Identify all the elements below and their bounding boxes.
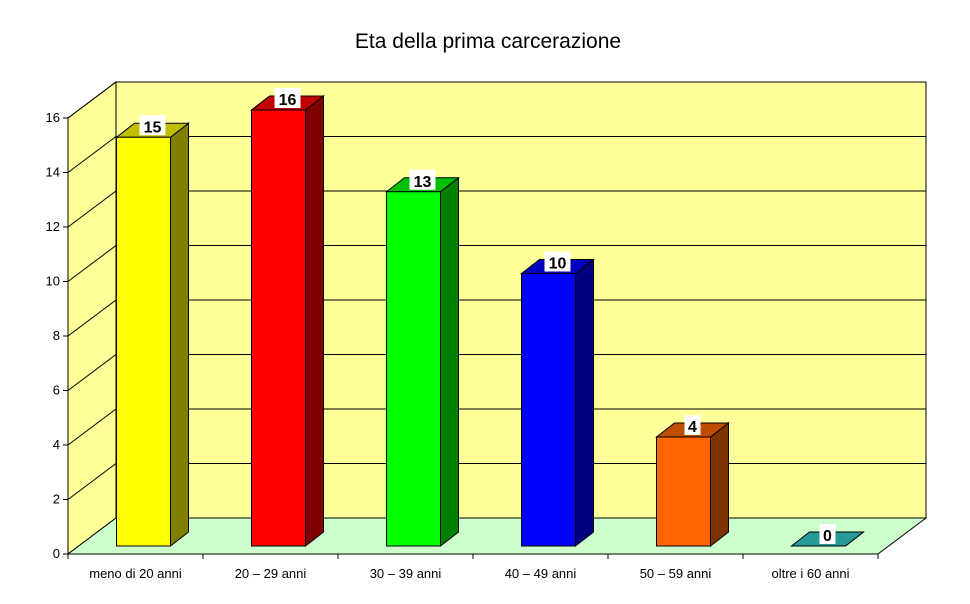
- x-tick-label: oltre i 60 anni: [771, 566, 849, 581]
- data-label: 16: [279, 92, 297, 109]
- floor: [66, 517, 928, 555]
- chart-title: Eta della prima carcerazione: [355, 30, 621, 53]
- x-tick-label: 40 – 49 anni: [505, 566, 577, 581]
- bar-side: [305, 94, 324, 548]
- x-tick-label: 30 – 39 anni: [370, 566, 442, 581]
- y-tick-label: 0: [53, 546, 60, 561]
- data-label-bg: [409, 169, 436, 190]
- data-label: 13: [414, 174, 432, 191]
- bar-side: [440, 176, 459, 548]
- data-label-bg: [139, 115, 166, 136]
- bar: [251, 109, 306, 547]
- y-tick-label: 12: [46, 219, 60, 234]
- bar-side: [710, 421, 729, 548]
- data-label-bg: [274, 88, 301, 108]
- y-tick-label: 14: [46, 165, 60, 180]
- y-tick-label: 10: [46, 274, 60, 289]
- data-label-bg: [819, 524, 836, 544]
- data-label-bg: [544, 251, 571, 272]
- y-tick-label: 4: [53, 437, 60, 452]
- bar: [656, 436, 711, 547]
- data-label: 4: [688, 419, 697, 436]
- bar: [521, 273, 576, 547]
- bar-side: [575, 258, 594, 548]
- y-tick-label: 8: [53, 328, 60, 343]
- gridline: [67, 81, 926, 119]
- bar: [386, 191, 441, 547]
- y-tick-label: 16: [46, 110, 60, 125]
- bar: [116, 136, 171, 547]
- y-tick-label: 6: [53, 383, 60, 398]
- x-tick-label: meno di 20 anni: [89, 566, 182, 581]
- data-label: 10: [549, 256, 567, 273]
- bar-side: [170, 122, 189, 548]
- data-label: 0: [823, 528, 832, 545]
- x-tick-label: 50 – 59 anni: [640, 566, 712, 581]
- y-tick-label: 2: [53, 492, 60, 507]
- gridline: [67, 136, 926, 173]
- data-label-bg: [684, 415, 701, 435]
- x-tick-label: 20 – 29 anni: [235, 566, 307, 581]
- data-label: 15: [144, 119, 162, 136]
